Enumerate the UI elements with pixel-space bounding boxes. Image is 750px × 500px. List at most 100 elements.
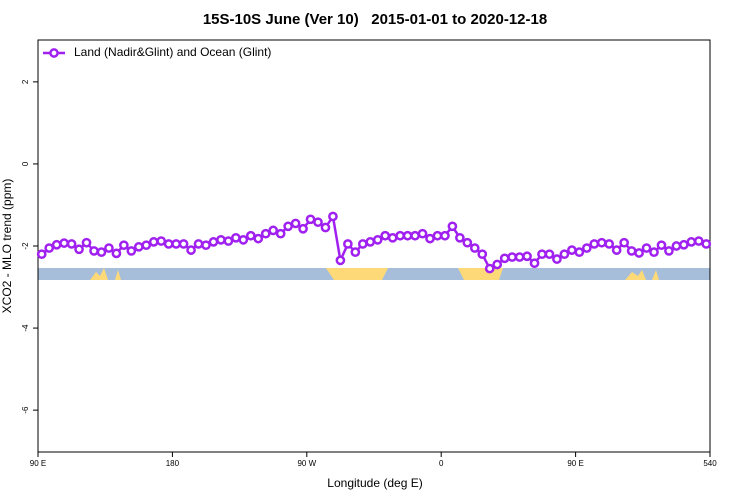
data-point: [275, 228, 286, 239]
data-point: [283, 221, 293, 232]
data-point: [679, 239, 689, 250]
data-point: [387, 232, 398, 243]
data-point: [395, 230, 405, 241]
data-point: [484, 263, 495, 274]
data-point: [529, 258, 540, 269]
data-point: [201, 240, 211, 251]
data-point: [589, 239, 600, 249]
data-point: [469, 243, 480, 253]
y-axis-label: XCO2 - MLO trend (ppm): [0, 179, 14, 314]
y-tick-label: 0: [21, 161, 30, 166]
data-point: [178, 239, 189, 249]
data-point: [619, 237, 629, 248]
land-patch: [652, 270, 659, 280]
data-point: [671, 241, 682, 251]
data-point: [245, 230, 256, 241]
data-point: [268, 225, 279, 236]
x-axis-label: Longitude (deg E): [327, 476, 422, 490]
data-point: [253, 233, 264, 244]
legend-label: Land (Nadir&Glint) and Ocean (Glint): [74, 45, 271, 59]
data-point: [193, 239, 204, 249]
data-point: [96, 247, 107, 258]
land-patch: [90, 268, 108, 280]
data-point: [44, 243, 55, 253]
data-point: [596, 237, 607, 248]
land-patch: [458, 268, 503, 280]
data-point: [320, 222, 331, 233]
data-point: [298, 223, 308, 234]
data-point: [186, 245, 196, 255]
data-point: [59, 238, 69, 248]
data-point: [141, 240, 152, 251]
data-point: [328, 211, 338, 222]
data-point: [81, 237, 92, 248]
y-tick-label: -2: [21, 242, 30, 250]
data-point: [223, 236, 234, 246]
data-point: [514, 252, 525, 262]
x-tick-label: 90 W: [297, 459, 316, 468]
data-point: [89, 246, 99, 256]
data-point: [664, 246, 674, 256]
data-point: [425, 233, 435, 244]
data-point: [343, 239, 353, 249]
x-tick-label: 90 E: [30, 459, 46, 468]
land-patch: [115, 270, 121, 280]
y-tick-label: 2: [21, 79, 30, 84]
data-point: [380, 230, 391, 241]
data-point: [133, 241, 144, 252]
data-point: [604, 239, 615, 249]
data-point: [649, 247, 659, 258]
data-point: [357, 239, 368, 249]
data-point: [231, 232, 241, 243]
data-point: [567, 245, 577, 255]
data-point: [559, 249, 570, 260]
data-point: [492, 259, 503, 270]
data-point: [74, 244, 84, 255]
data-point: [335, 255, 346, 266]
data-point: [417, 228, 428, 239]
data-point: [552, 254, 562, 264]
data-point: [365, 237, 376, 247]
data-point: [626, 246, 637, 256]
data-point: [693, 236, 704, 246]
data-point: [163, 239, 174, 249]
data-point: [641, 243, 652, 253]
data-point: [522, 251, 532, 262]
data-point: [537, 249, 547, 260]
data-point: [462, 237, 473, 248]
data-point: [372, 234, 383, 245]
data-point: [148, 237, 159, 247]
data-point: [51, 239, 62, 250]
y-tick-label: -4: [21, 324, 30, 332]
data-point: [432, 230, 443, 241]
data-point: [126, 246, 137, 256]
data-point: [402, 230, 413, 241]
x-tick-label: 540: [703, 459, 717, 468]
data-point: [36, 249, 47, 260]
x-tick-label: 180: [166, 459, 180, 468]
data-point: [440, 230, 450, 241]
data-point: [313, 217, 323, 228]
land-ocean-mask: [38, 268, 710, 280]
data-point: [477, 249, 488, 260]
data-point: [66, 239, 77, 249]
data-point: [581, 243, 592, 253]
data-point: [701, 239, 712, 249]
data-point: [350, 247, 361, 258]
data-point: [499, 253, 510, 264]
data-point: [544, 249, 555, 260]
data-point: [611, 245, 622, 255]
x-tick-label: 0: [439, 459, 444, 468]
data-point: [656, 240, 667, 251]
x-tick-label: 90 E: [567, 459, 583, 468]
data-point: [111, 248, 122, 259]
data-point: [305, 214, 316, 225]
data-point: [686, 237, 697, 247]
data-point: [455, 232, 465, 243]
data-point: [216, 234, 226, 245]
data-point: [238, 234, 249, 245]
data-point: [410, 230, 420, 241]
land-patch: [625, 270, 646, 280]
data-point: [290, 218, 301, 229]
